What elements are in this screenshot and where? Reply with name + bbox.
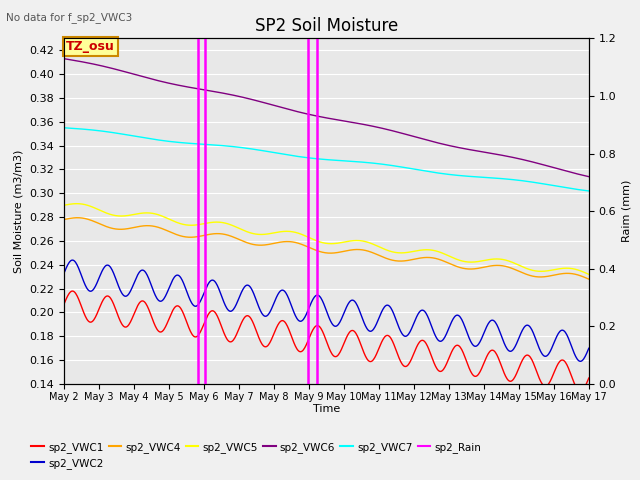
sp2_VWC1 bbox=[124, 323, 132, 328]
sp2_VWC5 bbox=[406, 249, 414, 255]
Line: sp2_VWC2: sp2_VWC2 bbox=[64, 260, 589, 361]
sp2_VWC1 bbox=[406, 359, 414, 365]
Line: sp2_VWC1: sp2_VWC1 bbox=[64, 291, 589, 391]
sp2_VWC6 bbox=[60, 56, 68, 61]
Text: TZ_osu: TZ_osu bbox=[66, 40, 115, 53]
Text: No data for f_sp2_VWC3: No data for f_sp2_VWC3 bbox=[6, 12, 132, 23]
sp2_VWC5 bbox=[60, 203, 68, 208]
sp2_VWC4 bbox=[391, 258, 399, 264]
sp2_VWC7 bbox=[60, 125, 68, 131]
sp2_VWC6 bbox=[70, 58, 77, 63]
sp2_VWC1 bbox=[585, 375, 593, 381]
sp2_VWC2 bbox=[124, 292, 132, 298]
sp2_VWC4 bbox=[60, 216, 68, 222]
sp2_VWC7 bbox=[70, 126, 77, 132]
sp2_VWC4 bbox=[178, 233, 186, 239]
sp2_VWC2 bbox=[70, 258, 78, 264]
X-axis label: Time: Time bbox=[313, 405, 340, 414]
sp2_VWC5 bbox=[74, 201, 81, 206]
Y-axis label: Soil Moisture (m3/m3): Soil Moisture (m3/m3) bbox=[14, 149, 24, 273]
Line: sp2_VWC4: sp2_VWC4 bbox=[64, 218, 589, 279]
sp2_VWC1 bbox=[391, 344, 399, 349]
sp2_VWC6 bbox=[405, 132, 413, 138]
sp2_VWC4 bbox=[70, 215, 77, 221]
sp2_VWC5 bbox=[585, 272, 593, 277]
sp2_VWC7 bbox=[585, 188, 593, 194]
sp2_VWC5 bbox=[178, 221, 186, 227]
sp2_VWC2 bbox=[178, 276, 186, 282]
sp2_VWC1 bbox=[576, 388, 584, 394]
sp2_VWC1 bbox=[178, 307, 186, 312]
sp2_VWC6 bbox=[124, 70, 131, 75]
sp2_VWC1 bbox=[60, 301, 68, 307]
sp2_VWC7 bbox=[205, 142, 212, 147]
Title: SP2 Soil Moisture: SP2 Soil Moisture bbox=[255, 17, 398, 36]
sp2_VWC4 bbox=[585, 276, 593, 282]
sp2_VWC2 bbox=[69, 257, 77, 263]
sp2_VWC2 bbox=[205, 279, 213, 285]
sp2_VWC2 bbox=[576, 359, 584, 364]
sp2_VWC7 bbox=[177, 140, 184, 145]
sp2_VWC7 bbox=[390, 163, 397, 168]
sp2_VWC5 bbox=[391, 250, 399, 255]
sp2_VWC7 bbox=[124, 132, 131, 138]
sp2_VWC4 bbox=[124, 226, 132, 231]
sp2_VWC6 bbox=[205, 88, 212, 94]
sp2_VWC5 bbox=[205, 220, 213, 226]
sp2_VWC6 bbox=[585, 174, 593, 180]
sp2_VWC1 bbox=[69, 288, 77, 294]
sp2_VWC5 bbox=[124, 213, 132, 218]
sp2_VWC2 bbox=[391, 313, 399, 319]
sp2_VWC6 bbox=[390, 128, 397, 134]
Line: sp2_VWC6: sp2_VWC6 bbox=[64, 59, 589, 177]
Y-axis label: Raim (mm): Raim (mm) bbox=[622, 180, 632, 242]
sp2_VWC5 bbox=[70, 201, 77, 207]
Line: sp2_VWC5: sp2_VWC5 bbox=[64, 204, 589, 275]
sp2_VWC6 bbox=[177, 83, 184, 88]
Line: sp2_VWC7: sp2_VWC7 bbox=[64, 128, 589, 191]
sp2_VWC4 bbox=[205, 231, 213, 237]
sp2_VWC1 bbox=[205, 310, 213, 316]
sp2_VWC1 bbox=[70, 289, 78, 295]
sp2_VWC2 bbox=[60, 270, 68, 276]
sp2_VWC4 bbox=[406, 257, 414, 263]
sp2_VWC2 bbox=[406, 329, 414, 335]
sp2_VWC4 bbox=[74, 215, 81, 221]
sp2_VWC2 bbox=[585, 346, 593, 351]
Legend: sp2_VWC1, sp2_VWC2, sp2_VWC4, sp2_VWC5, sp2_VWC6, sp2_VWC7, sp2_Rain: sp2_VWC1, sp2_VWC2, sp2_VWC4, sp2_VWC5, … bbox=[28, 438, 485, 473]
sp2_VWC7 bbox=[405, 166, 413, 171]
